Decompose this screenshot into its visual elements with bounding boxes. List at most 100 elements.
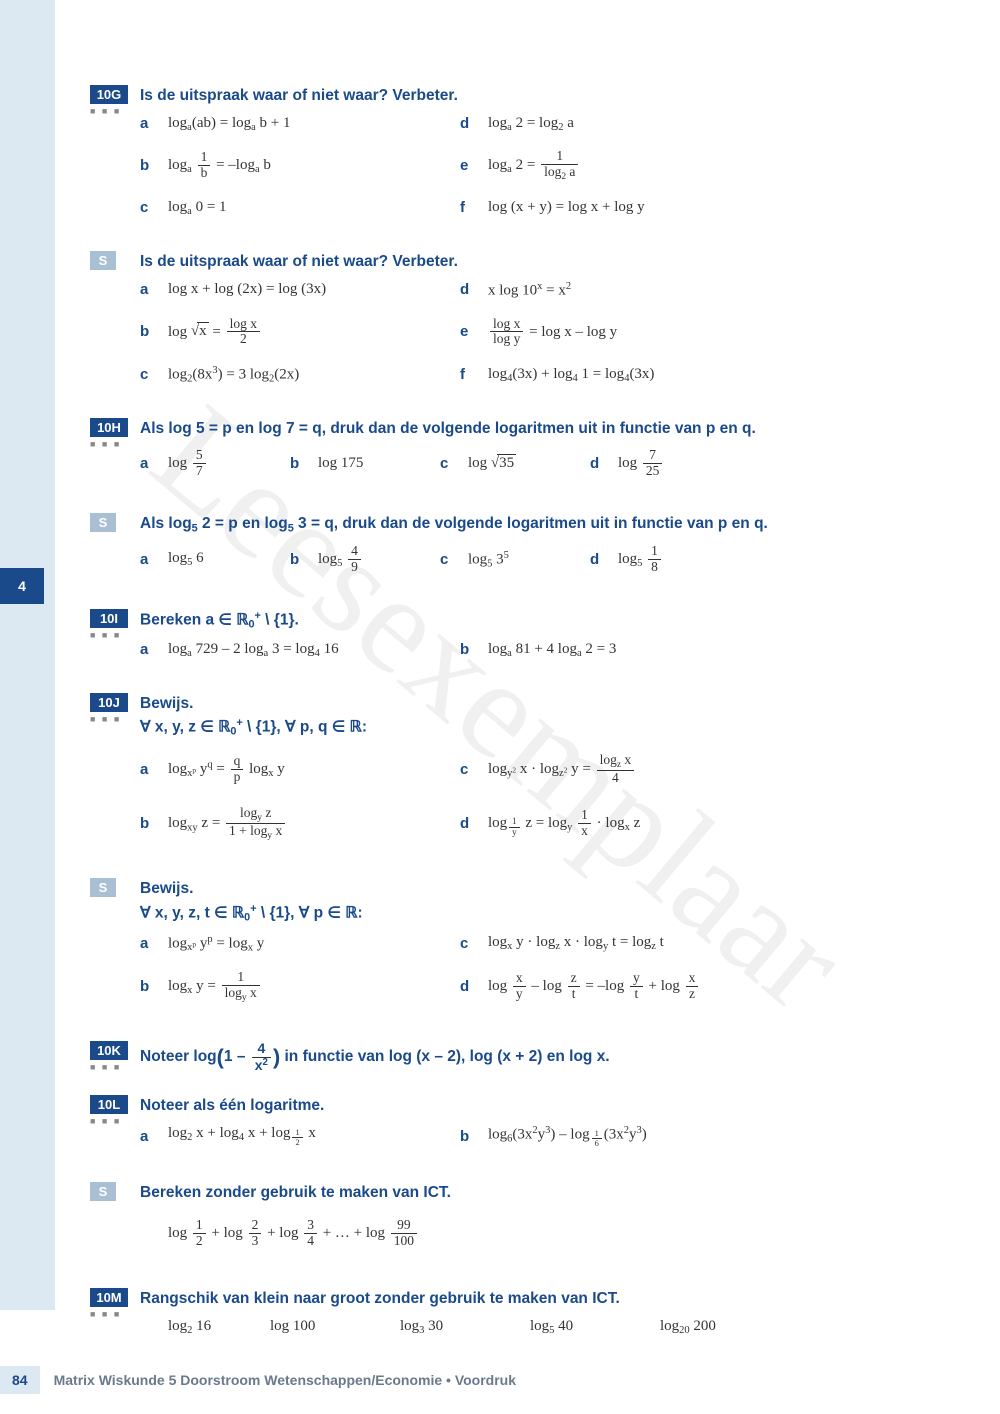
- page-content: 10G ■ ■ ■ Is de uitspraak waar of niet w…: [90, 85, 920, 1354]
- difficulty-dots: ■ ■ ■: [90, 106, 140, 116]
- math-expr: log x + log (2x) = log (3x): [168, 281, 326, 298]
- math-expr: log3 30: [400, 1318, 443, 1336]
- tag-10L: 10L: [90, 1095, 128, 1114]
- tag-S: S: [90, 878, 116, 897]
- math-expr: log 175: [318, 455, 363, 472]
- exercise-10I: 10I ■ ■ ■ Bereken a ∈ ℝ0+ \ {1}. aloga 7…: [90, 609, 920, 671]
- math-expr: log6(3x2y3) – log16(3x2y3): [488, 1125, 647, 1149]
- title-S4: Bereken zonder gebruik te maken van ICT.: [140, 1182, 920, 1204]
- tag-10M: 10M: [90, 1288, 128, 1307]
- item-letter: a: [140, 281, 168, 298]
- tag-10I: 10I: [90, 609, 128, 628]
- math-expr: logxp yp = logx y: [168, 934, 264, 953]
- math-expr: log xy – log zt = –log yt + log xz: [488, 971, 700, 1002]
- difficulty-dots: ■ ■ ■: [90, 714, 140, 724]
- item-letter: a: [140, 455, 168, 472]
- title-10I: Bereken a ∈ ℝ0+ \ {1}.: [140, 609, 920, 633]
- math-expr: log5 49: [318, 544, 363, 575]
- exercise-10H: 10H ■ ■ ■ Als log 5 = p en log 7 = q, dr…: [90, 418, 920, 490]
- item-letter: c: [440, 455, 468, 472]
- math-expr: loga 1b = –loga b: [168, 150, 271, 181]
- exercise-S3: S Bewijs. ∀ x, y, z, t ∈ ℝ0+ \ {1}, ∀ p …: [90, 878, 920, 1019]
- math-expr: log 35: [468, 454, 516, 472]
- exercise-S4: S Bereken zonder gebruik te maken van IC…: [90, 1182, 920, 1266]
- tag-S: S: [90, 513, 116, 532]
- subtitle-10J: ∀ x, y, z ∈ ℝ0+ \ {1}, ∀ p, q ∈ ℝ:: [140, 716, 920, 740]
- math-expr: loga 0 = 1: [168, 199, 227, 217]
- page-number: 84: [0, 1366, 40, 1394]
- difficulty-dots: ■ ■ ■: [90, 1309, 140, 1319]
- math-expr: log 57: [168, 448, 208, 479]
- title-10G: Is de uitspraak waar of niet waar? Verbe…: [140, 85, 920, 107]
- item-letter: a: [140, 935, 168, 952]
- math-expr: x log 10x = x2: [488, 281, 571, 299]
- math-expr: logxy z = logy z1 + logy x: [168, 806, 287, 841]
- math-expr: log5 35: [468, 550, 509, 569]
- item-letter: f: [460, 366, 488, 383]
- item-letter: d: [590, 455, 618, 472]
- exercise-S1: S Is de uitspraak waar of niet waar? Ver…: [90, 251, 920, 396]
- item-letter: b: [460, 641, 488, 658]
- item-letter: a: [140, 551, 168, 568]
- item-letter: b: [140, 323, 168, 340]
- math-expr: loga 2 = 1log2 a: [488, 149, 580, 182]
- item-letter: d: [460, 978, 488, 995]
- math-expr: log4(3x) + log4 1 = log4(3x): [488, 366, 654, 384]
- item-letter: c: [440, 551, 468, 568]
- title-10J: Bewijs.: [140, 693, 920, 715]
- title-S2: Als log5 2 = p en log5 3 = q, druk dan d…: [140, 513, 920, 536]
- item-letter: b: [140, 978, 168, 995]
- math-expr: log20 200: [660, 1318, 716, 1336]
- math-expr: log x = log x2: [168, 317, 262, 348]
- math-expr: log xlog y = log x – log y: [488, 317, 617, 348]
- tag-10G: 10G: [90, 85, 128, 104]
- math-expr: log 12 + log 23 + log 34 + … + log 99100: [168, 1218, 419, 1249]
- item-letter: c: [460, 761, 488, 778]
- page-footer: 84 Matrix Wiskunde 5 Doorstroom Wetensch…: [0, 1366, 516, 1394]
- item-letter: a: [140, 641, 168, 658]
- exercise-10L: 10L ■ ■ ■ Noteer als één logaritme. a log…: [90, 1095, 920, 1160]
- item-letter: b: [460, 1128, 488, 1145]
- math-expr: log 725: [618, 448, 664, 479]
- item-letter: c: [140, 366, 168, 383]
- title-S3: Bewijs.: [140, 878, 920, 900]
- math-expr: loga 81 + 4 loga 2 = 3: [488, 641, 616, 659]
- tag-10K: 10K: [90, 1041, 128, 1060]
- math-expr: log2 16: [168, 1318, 211, 1336]
- item-letter: c: [460, 935, 488, 952]
- item-letter: e: [460, 323, 488, 340]
- item-letter: a: [140, 761, 168, 778]
- difficulty-dots: ■ ■ ■: [90, 1062, 140, 1072]
- tag-S: S: [90, 251, 116, 270]
- exercise-10K: 10K ■ ■ ■ Noteer log(1 – 4x2) in functie…: [90, 1041, 920, 1081]
- item-letter: a: [140, 115, 168, 132]
- item-letter: f: [460, 199, 488, 216]
- math-expr: logx y = 1logy x: [168, 970, 262, 1003]
- subtitle-S3: ∀ x, y, z, t ∈ ℝ0+ \ {1}, ∀ p ∈ ℝ:: [140, 902, 920, 926]
- footer-text: Matrix Wiskunde 5 Doorstroom Wetenschapp…: [54, 1372, 516, 1388]
- math-expr: loga 729 – 2 loga 3 = log4 16: [168, 641, 339, 659]
- tag-10J: 10J: [90, 693, 128, 712]
- tag-10H: 10H: [90, 418, 128, 437]
- item-letter: a: [140, 1128, 168, 1145]
- item-letter: c: [140, 199, 168, 216]
- difficulty-dots: ■ ■ ■: [90, 630, 140, 640]
- math-expr: log 100: [270, 1318, 315, 1335]
- math-expr: log1y z = logy 1x · logx z: [488, 808, 640, 839]
- item-letter: d: [460, 115, 488, 132]
- title-S1: Is de uitspraak waar of niet waar? Verbe…: [140, 251, 920, 273]
- item-letter: d: [460, 815, 488, 832]
- title-10L: Noteer als één logaritme.: [140, 1095, 920, 1117]
- title-10K: Noteer log(1 – 4x2) in functie van log (…: [140, 1041, 920, 1073]
- side-band: [0, 0, 55, 1310]
- math-expr: log2(8x3) = 3 log2(2x): [168, 365, 299, 384]
- exercise-10G: 10G ■ ■ ■ Is de uitspraak waar of niet w…: [90, 85, 920, 229]
- math-expr: logxp yq = qp logx y: [168, 754, 285, 785]
- exercise-10J: 10J ■ ■ ■ Bewijs. ∀ x, y, z ∈ ℝ0+ \ {1},…: [90, 693, 920, 857]
- math-expr: log5 40: [530, 1318, 573, 1336]
- item-letter: b: [140, 157, 168, 174]
- chapter-tab: 4: [0, 568, 44, 604]
- math-expr: logy2 x · logz2 y = logz x4: [488, 753, 636, 786]
- difficulty-dots: ■ ■ ■: [90, 1116, 140, 1126]
- math-expr: log5 6: [168, 550, 204, 568]
